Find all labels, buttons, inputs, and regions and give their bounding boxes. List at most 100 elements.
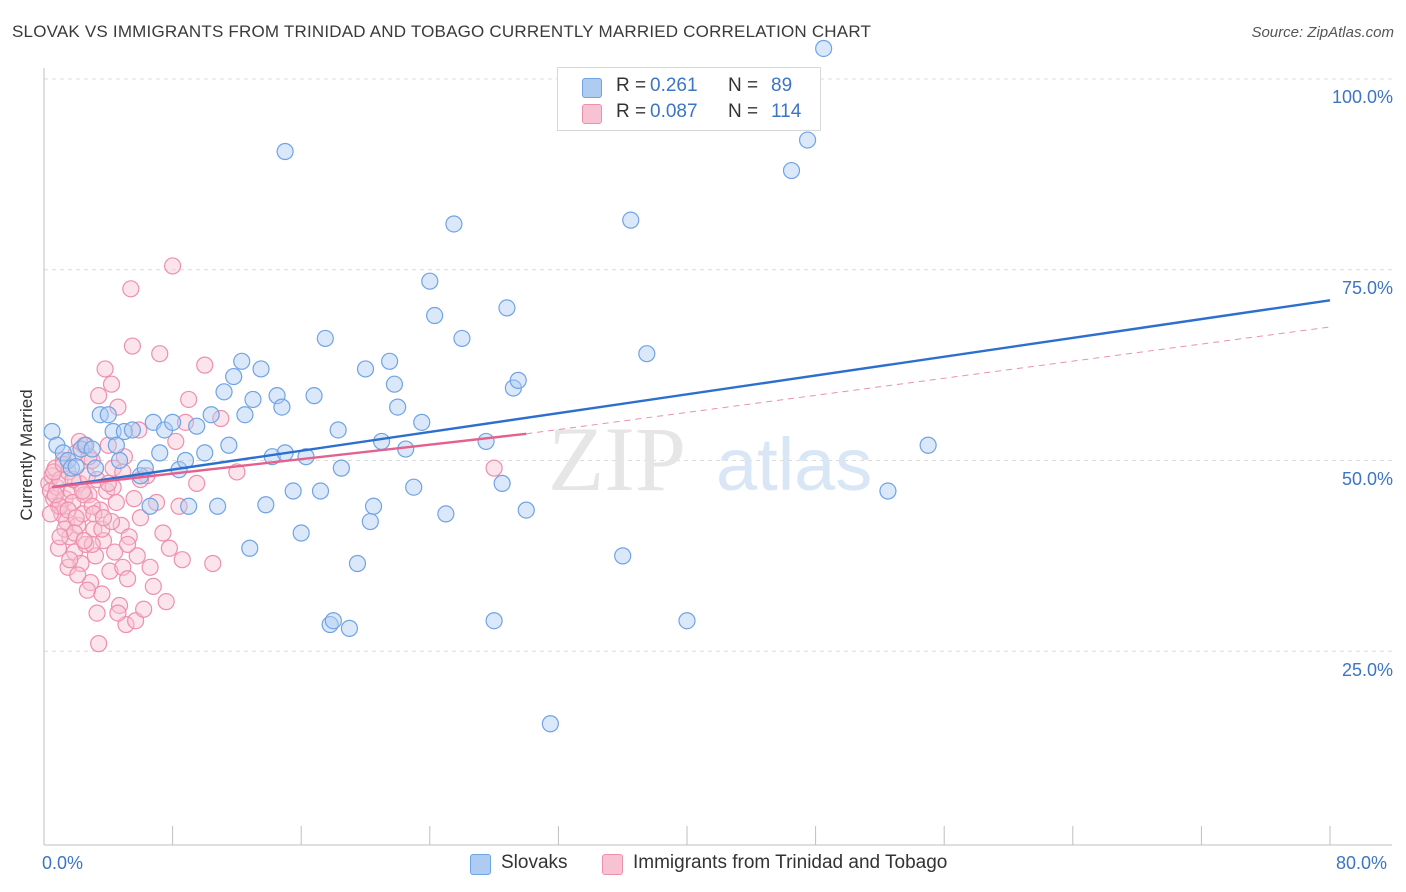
data-point: [67, 458, 85, 476]
data-point: [110, 451, 129, 470]
data-point: [413, 413, 431, 431]
data-point: [498, 299, 516, 317]
data-point: [154, 524, 172, 542]
data-point: [356, 360, 375, 378]
y-axis-label: Currently Married: [17, 389, 36, 521]
watermark-atlas: atlas: [716, 423, 872, 506]
data-point: [233, 352, 251, 370]
data-point: [125, 490, 143, 508]
data-point: [106, 543, 124, 561]
data-point: [236, 406, 254, 424]
data-point: [141, 558, 159, 576]
n-label: N =: [728, 75, 759, 96]
x-tick-label: 80.0%: [1336, 853, 1388, 873]
data-point: [364, 497, 383, 515]
r-label: R =: [616, 75, 647, 96]
data-point: [372, 432, 391, 451]
data-point: [212, 409, 230, 428]
data-point: [69, 566, 87, 584]
data-point: [324, 612, 342, 630]
data-point: [107, 493, 125, 512]
data-point: [61, 551, 79, 569]
data-point: [284, 482, 302, 500]
data-point: [180, 497, 198, 515]
y-tick-label: 100.0%: [1331, 87, 1393, 107]
data-point: [96, 360, 114, 378]
data-point: [164, 257, 182, 275]
data-point: [118, 535, 137, 554]
data-point: [311, 482, 330, 500]
data-point: [614, 547, 632, 565]
data-point: [257, 496, 275, 514]
data-point: [316, 329, 334, 348]
data-point: [141, 497, 159, 515]
tt-swatch: [602, 854, 623, 875]
trend-line-tt: [51, 432, 527, 489]
data-point: [188, 474, 206, 492]
data-point: [509, 371, 527, 389]
data-point: [919, 436, 937, 454]
data-point: [332, 459, 350, 477]
data-point: [437, 505, 455, 523]
data-point: [122, 280, 140, 298]
data-point: [83, 440, 101, 458]
data-point: [85, 505, 103, 523]
data-point: [131, 509, 150, 527]
data-point: [90, 387, 108, 405]
data-point: [276, 142, 294, 161]
data-point: [385, 375, 404, 393]
data-point: [180, 390, 198, 409]
y-tick-label: 25.0%: [1341, 660, 1393, 680]
data-point: [204, 554, 222, 573]
data-point: [493, 474, 511, 492]
trend-line-tt-extended: [526, 326, 1331, 435]
data-point: [638, 345, 656, 363]
data-point: [102, 512, 121, 531]
data-point: [445, 215, 463, 233]
data-point: [879, 482, 897, 500]
n-value: 89: [771, 75, 793, 96]
axes: [43, 68, 1392, 846]
data-point: [46, 486, 64, 504]
data-point: [220, 436, 238, 454]
data-point: [157, 593, 175, 611]
data-point: [340, 619, 359, 637]
data-point: [252, 360, 270, 378]
y-tick-label: 75.0%: [1341, 278, 1393, 298]
data-point: [381, 352, 399, 370]
data-point: [102, 375, 121, 393]
data-point: [622, 211, 640, 229]
r-label: R =: [616, 101, 647, 122]
data-point: [41, 505, 60, 523]
data-point: [477, 432, 495, 451]
data-point: [453, 329, 471, 348]
data-point: [215, 383, 233, 401]
watermark-zip: ZIP: [548, 408, 686, 510]
data-point: [196, 356, 214, 374]
source-label: Source: ZipAtlas.com: [1251, 24, 1394, 41]
data-point: [241, 539, 259, 557]
data-point: [94, 509, 113, 527]
y-tick-label: 50.0%: [1341, 469, 1393, 489]
legend-label: Slovaks: [501, 852, 568, 873]
data-point: [99, 406, 117, 424]
chart-title: SLOVAK VS IMMIGRANTS FROM TRINIDAD AND T…: [12, 22, 872, 41]
data-point: [86, 459, 105, 477]
data-point: [130, 421, 148, 439]
data-point: [93, 585, 111, 603]
data-point: [75, 532, 93, 550]
data-point: [244, 390, 262, 409]
data-point: [151, 345, 169, 363]
data-point: [123, 337, 142, 355]
n-label: N =: [728, 101, 759, 122]
data-point: [389, 398, 407, 416]
data-point: [109, 604, 127, 622]
data-point: [426, 306, 444, 325]
data-point: [421, 272, 439, 290]
data-point: [798, 131, 817, 149]
data-point: [202, 406, 220, 424]
data-point: [83, 535, 101, 554]
legend-label: Immigrants from Trinidad and Tobago: [633, 852, 948, 873]
slovak-swatch: [470, 854, 491, 875]
